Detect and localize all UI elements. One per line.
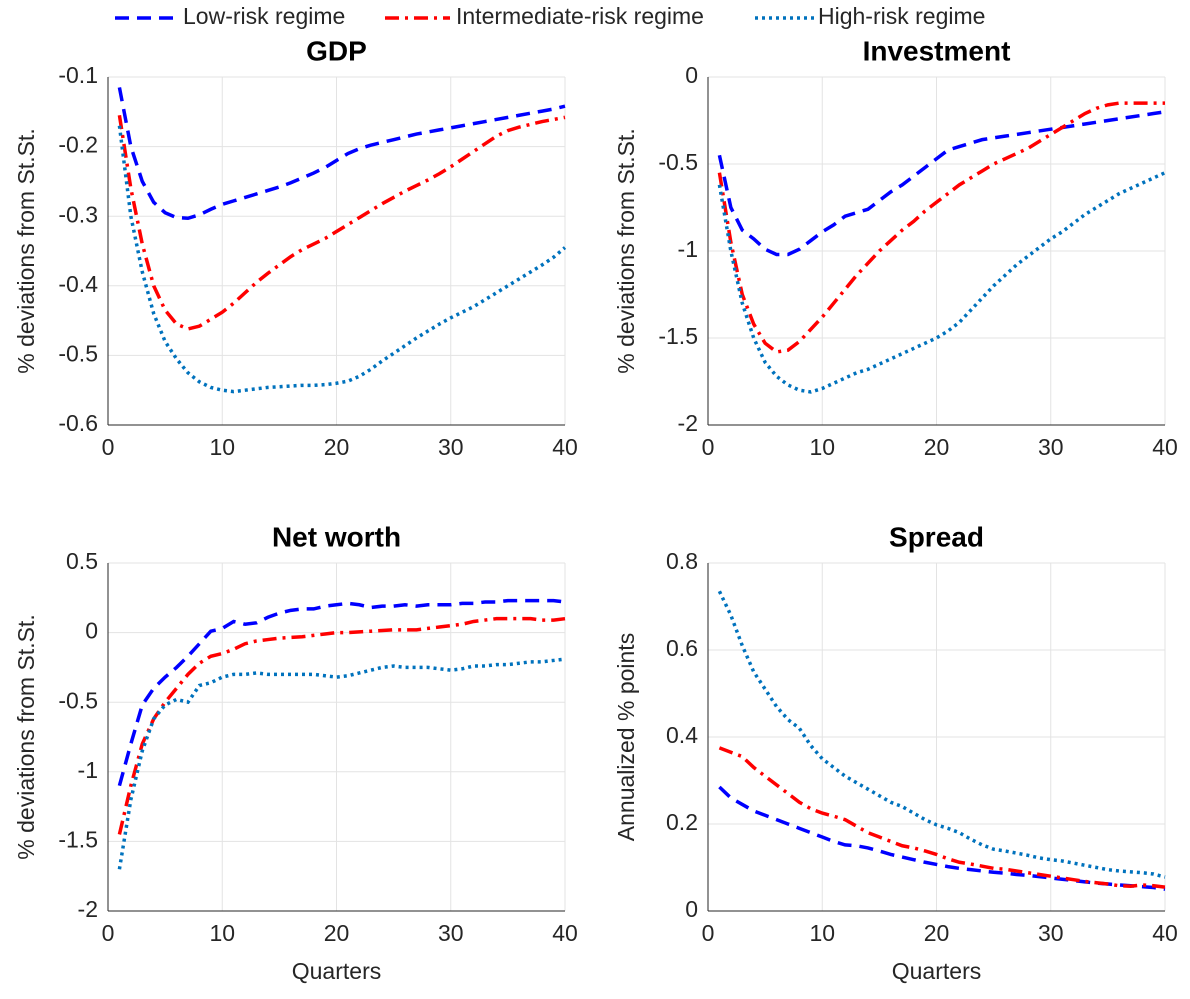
- x-tick-label: 20: [324, 920, 350, 946]
- legend-label: Intermediate-risk regime: [456, 3, 704, 29]
- series-line: [117, 87, 566, 221]
- y-tick-label: -0.3: [58, 201, 98, 227]
- subplot-title: Net worth: [272, 521, 401, 552]
- subplot-title: GDP: [306, 35, 367, 66]
- subplot: -0.6 -0.5 -0.4 -0.3 -0.2 -0.1 0 10 20 30 40 GDP % de…: [13, 35, 578, 460]
- x-tick-label: 30: [438, 434, 464, 460]
- legend-label: Low-risk regime: [183, 3, 345, 29]
- x-tick-label: 40: [552, 920, 578, 946]
- y-tick-label: -1: [678, 236, 698, 262]
- series-line: [717, 590, 1166, 879]
- series-line: [117, 115, 566, 331]
- y-tick-label: 0: [685, 896, 698, 922]
- x-axis-label: Quarters: [892, 958, 981, 984]
- x-tick-label: 0: [702, 434, 715, 460]
- series-line: [717, 171, 1166, 394]
- legend-label: High-risk regime: [818, 3, 985, 29]
- x-tick-label: 30: [1038, 920, 1064, 946]
- y-tick-label: -0.5: [658, 149, 698, 175]
- x-tick-label: 40: [1152, 920, 1178, 946]
- subplot: -2 -1.5 -1 -0.5 0 0 10 20 30 40 Investment % deviat…: [613, 35, 1178, 460]
- y-tick-label: -1: [78, 757, 98, 783]
- y-tick-label: 0.5: [66, 548, 98, 574]
- subplot: -2 -1.5 -1 -0.5 0 0.5 0 10 20 30 40 Net worth % devi…: [13, 521, 578, 984]
- y-tick-label: -0.2: [58, 132, 98, 158]
- y-tick-label: -1.5: [658, 323, 698, 349]
- x-tick-label: 40: [552, 434, 578, 460]
- y-axis-label: % deviations from St.St.: [13, 614, 39, 859]
- y-tick-label: -2: [78, 896, 98, 922]
- y-tick-label: -0.1: [58, 62, 98, 88]
- subplot-title: Investment: [863, 35, 1011, 66]
- series-line: [117, 657, 566, 870]
- x-tick-label: 0: [702, 920, 715, 946]
- y-tick-label: 0.6: [666, 635, 698, 661]
- y-axis-label: Annualized % points: [613, 633, 639, 841]
- x-tick-label: 0: [102, 434, 115, 460]
- series-line: [717, 110, 1166, 257]
- series-line: [718, 785, 1166, 891]
- subplot-title: Spread: [889, 521, 984, 552]
- series-line: [117, 125, 567, 394]
- y-tick-label: -0.5: [58, 687, 98, 713]
- x-tick-label: 30: [438, 920, 464, 946]
- y-tick-label: 0: [85, 618, 98, 644]
- x-tick-label: 20: [924, 434, 950, 460]
- x-tick-label: 40: [1152, 434, 1178, 460]
- y-tick-label: 0.8: [666, 548, 698, 574]
- y-tick-label: -0.6: [58, 410, 98, 436]
- x-tick-label: 10: [209, 434, 235, 460]
- x-axis-label: Quarters: [292, 958, 381, 984]
- y-tick-label: -0.5: [58, 340, 98, 366]
- series-line: [717, 101, 1165, 354]
- y-tick-label: -0.4: [58, 271, 98, 297]
- series-line: [117, 598, 566, 787]
- y-tick-label: 0.2: [666, 809, 698, 835]
- y-tick-label: -2: [678, 410, 698, 436]
- x-tick-label: 10: [809, 434, 835, 460]
- series-line: [718, 746, 1166, 889]
- x-tick-label: 30: [1038, 434, 1064, 460]
- series-line: [117, 616, 566, 835]
- y-axis-label: % deviations from St.St.: [13, 128, 39, 373]
- y-tick-label: 0: [685, 62, 698, 88]
- x-tick-label: 0: [102, 920, 115, 946]
- x-tick-label: 10: [809, 920, 835, 946]
- y-tick-label: 0.4: [666, 722, 698, 748]
- x-tick-label: 20: [324, 434, 350, 460]
- y-axis-label: % deviations from St.St.: [613, 128, 639, 373]
- x-tick-label: 10: [209, 920, 235, 946]
- x-tick-label: 20: [924, 920, 950, 946]
- subplot: 0 0.2 0.4 0.6 0.8 0 10 20 30 40 Spread Annualized %…: [613, 521, 1178, 984]
- y-tick-label: -1.5: [58, 826, 98, 852]
